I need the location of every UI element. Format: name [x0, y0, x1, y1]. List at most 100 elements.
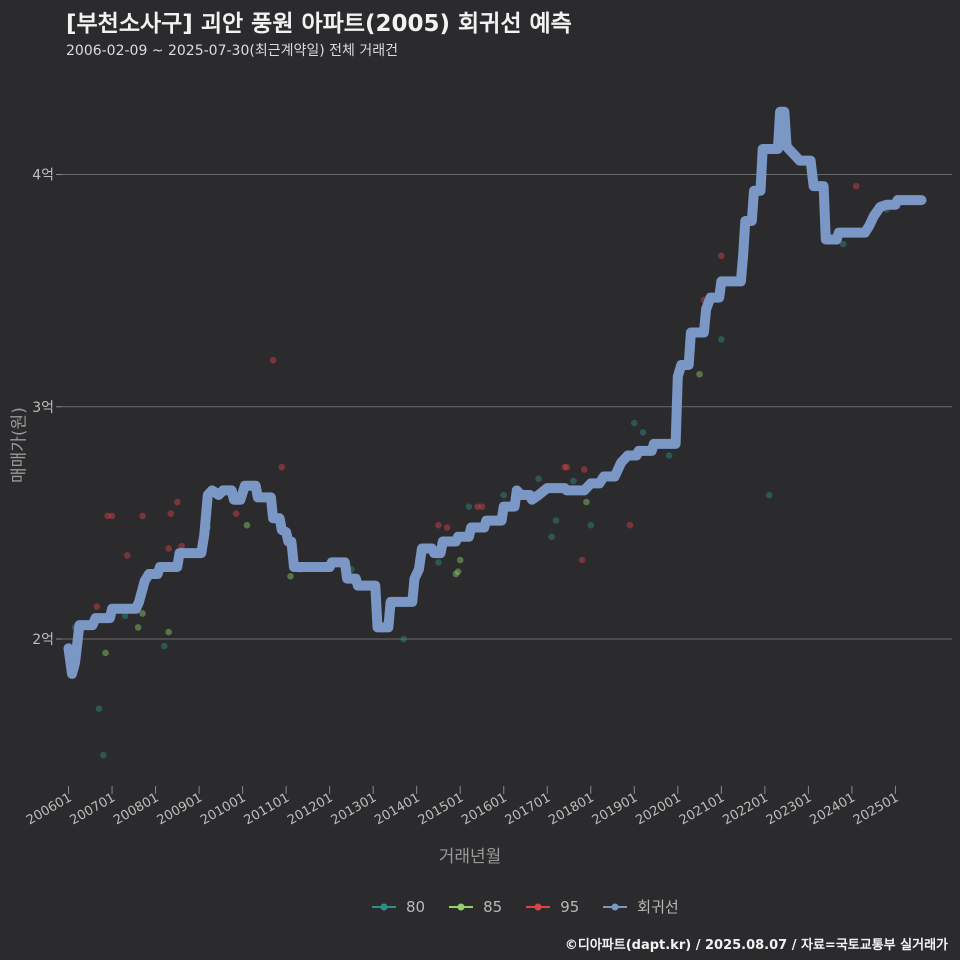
data-point-95 [232, 510, 240, 517]
x-tick-label: 202501 [851, 790, 901, 828]
x-tick-label: 201901 [590, 790, 640, 828]
data-point-85 [583, 498, 590, 506]
legend-item: 회귀선 [601, 896, 679, 917]
y-tick-label: 3억 [32, 400, 54, 416]
legend: 80 85 95 회귀선 [370, 896, 679, 917]
data-point-95 [718, 252, 725, 260]
data-point-95 [167, 510, 175, 517]
data-point-95 [108, 512, 116, 520]
data-point-80 [121, 612, 129, 620]
data-point-85 [102, 649, 109, 657]
y-tick-label: 2억 [32, 632, 54, 648]
x-tick-label: 202301 [764, 790, 814, 828]
x-tick-label: 201001 [198, 790, 248, 828]
data-point-80 [765, 491, 773, 499]
x-tick-label: 201101 [242, 790, 292, 828]
data-point-80 [535, 475, 542, 483]
data-point-80 [100, 751, 107, 759]
data-point-95 [165, 545, 172, 552]
legend-item: 95 [524, 898, 579, 916]
chart-title: [부천소사구] 괴안 풍원 아파트(2005) 회귀선 예측 [66, 11, 572, 37]
data-point-85 [456, 556, 464, 564]
x-tick-label: 201601 [459, 790, 509, 828]
data-point-80 [665, 452, 673, 459]
data-point-80 [400, 635, 407, 643]
regression-line [63, 106, 927, 679]
data-point-85 [134, 624, 142, 631]
data-point-85 [454, 568, 462, 575]
data-point-80 [435, 559, 442, 566]
data-point-95 [278, 463, 286, 471]
legend-label: 회귀선 [637, 898, 679, 916]
scatter-points [71, 182, 891, 759]
source-caption: ©디아파트(dapt.kr) / 2025.08.07 / 자료=국토교통부 실… [564, 938, 948, 953]
data-point-95 [580, 466, 588, 473]
legend-swatch-icon [526, 903, 551, 910]
legend-item: 80 [370, 898, 425, 916]
data-point-80 [587, 521, 595, 529]
data-point-80 [718, 336, 725, 343]
x-axis-title: 거래년월 [438, 847, 502, 867]
x-tick-label: 202101 [677, 790, 727, 828]
x-tick-label: 200801 [111, 790, 161, 828]
x-tick-label: 200901 [155, 790, 205, 828]
legend-swatch-icon [603, 903, 628, 910]
data-point-95 [174, 498, 181, 506]
data-point-80 [548, 533, 555, 541]
x-tick-label: 201501 [416, 790, 466, 828]
data-point-95 [852, 182, 860, 190]
legend-swatch-icon [449, 903, 474, 910]
data-point-95 [563, 463, 571, 471]
data-point-85 [165, 628, 172, 636]
x-tick-label: 201301 [329, 790, 379, 828]
x-tick-label: 200701 [68, 790, 118, 828]
y-axis-ticks: 2억 3억 4억 [32, 168, 62, 648]
x-tick-label: 200601 [24, 790, 74, 828]
data-point-85 [696, 370, 703, 378]
legend-label: 85 [483, 897, 503, 916]
x-tick-label: 201701 [503, 790, 553, 828]
x-tick-label: 201801 [546, 790, 596, 828]
data-point-95 [269, 357, 277, 364]
x-axis-ticks: 2006012007012008012009012010012011012012… [24, 786, 901, 828]
data-point-95 [478, 503, 486, 510]
regression-line-path [63, 106, 927, 679]
data-point-80 [465, 503, 473, 510]
data-point-85 [139, 610, 146, 617]
data-point-95 [443, 524, 451, 531]
data-point-95 [93, 603, 101, 610]
data-point-85 [452, 570, 460, 578]
data-point-95 [178, 542, 185, 550]
y-axis-title: 매매가(원) [9, 407, 30, 483]
data-point-95 [578, 556, 586, 564]
data-point-80 [570, 477, 577, 485]
data-point-85 [243, 521, 251, 529]
x-tick-label: 202001 [633, 790, 683, 828]
legend-label: 80 [406, 897, 426, 916]
data-point-80 [639, 429, 647, 436]
y-tick-label: 4억 [32, 168, 54, 184]
data-point-95 [104, 512, 111, 520]
data-point-95 [561, 463, 568, 471]
data-point-95 [626, 521, 634, 529]
x-tick-label: 202401 [807, 790, 857, 828]
x-tick-label: 202201 [720, 790, 770, 828]
data-point-95 [139, 512, 146, 520]
chart-subtitle: 2006-02-09 ~ 2025-07-30(최근계약일) 전체 거래건 [66, 43, 398, 59]
data-point-80 [500, 491, 508, 499]
x-tick-label: 201201 [285, 790, 335, 828]
data-point-80 [160, 642, 168, 650]
data-point-85 [287, 573, 294, 580]
data-point-95 [435, 521, 442, 529]
x-tick-label: 201401 [372, 790, 422, 828]
data-point-80 [630, 419, 638, 427]
data-point-80 [552, 517, 560, 524]
grid-lines [62, 174, 952, 640]
legend-item: 85 [447, 898, 502, 916]
data-point-80 [839, 240, 847, 248]
legend-label: 95 [560, 897, 580, 916]
data-point-80 [95, 705, 103, 713]
legend-swatch-icon [372, 903, 396, 910]
data-point-95 [123, 552, 131, 559]
